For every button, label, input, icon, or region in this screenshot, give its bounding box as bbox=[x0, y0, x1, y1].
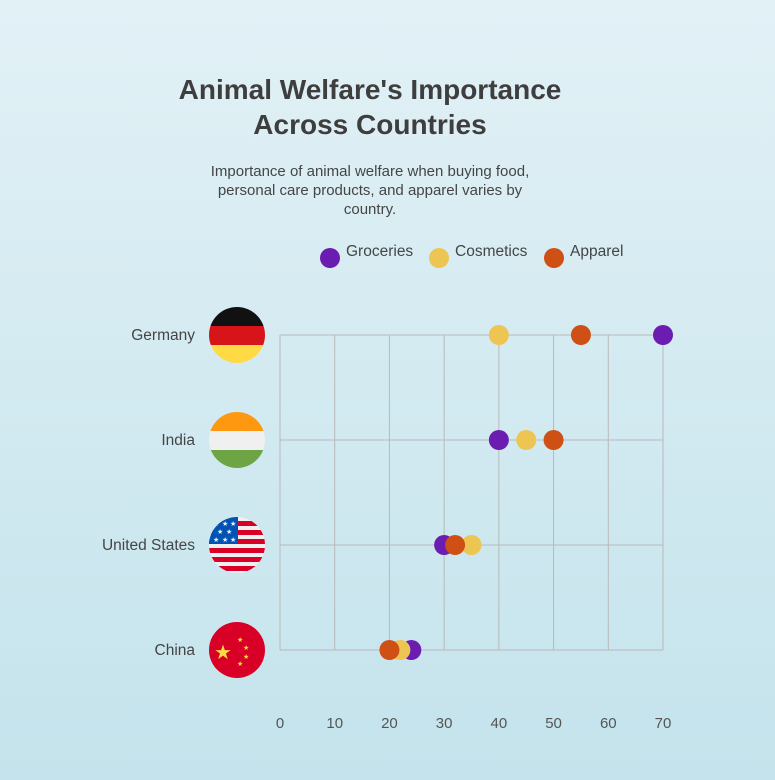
svg-text:★: ★ bbox=[213, 536, 219, 544]
svg-text:★: ★ bbox=[217, 528, 223, 536]
country-label-germany: Germany bbox=[131, 327, 195, 344]
legend-item-apparel[interactable]: Apparel bbox=[544, 242, 623, 268]
x-tick-label-50: 50 bbox=[545, 715, 562, 732]
grid bbox=[279, 334, 664, 651]
country-label-united-states: United States bbox=[102, 537, 195, 554]
svg-text:★: ★ bbox=[226, 528, 232, 536]
x-tick-label-0: 0 bbox=[276, 715, 284, 732]
x-tick-label-40: 40 bbox=[491, 715, 508, 732]
data-point-cosmetics-germany[interactable] bbox=[488, 325, 509, 345]
country-label-china: China bbox=[155, 642, 196, 659]
svg-text:★: ★ bbox=[214, 640, 232, 664]
united-states-flag: ★ ★ ★ ★ ★ ★ ★ ★ bbox=[209, 517, 265, 573]
chart-title-line-2: Across Countries bbox=[253, 109, 487, 140]
data-point-apparel-india[interactable] bbox=[543, 430, 564, 450]
legend-label-groceries: Groceries bbox=[346, 243, 414, 260]
data-point-groceries-india[interactable] bbox=[488, 430, 509, 450]
svg-text:★: ★ bbox=[230, 520, 236, 528]
legend-label-cosmetics: Cosmetics bbox=[455, 243, 528, 260]
legend-label-apparel: Apparel bbox=[570, 243, 624, 260]
data-point-groceries-germany[interactable] bbox=[653, 325, 673, 345]
x-tick-label-60: 60 bbox=[600, 715, 617, 732]
legend-item-groceries[interactable]: Groceries bbox=[320, 242, 413, 268]
svg-text:★: ★ bbox=[222, 536, 228, 544]
svg-text:★: ★ bbox=[213, 520, 219, 528]
legend-swatch-groceries bbox=[320, 248, 340, 268]
data-point-cosmetics-united-states[interactable] bbox=[461, 535, 482, 555]
legend-swatch-cosmetics bbox=[429, 248, 449, 268]
germany-flag bbox=[209, 307, 265, 363]
x-tick-label-10: 10 bbox=[326, 715, 343, 732]
svg-text:★: ★ bbox=[237, 636, 243, 644]
china-flag: ★ ★ ★ ★ ★ bbox=[209, 622, 265, 678]
chart-title-line-1: Animal Welfare's Importance bbox=[178, 74, 562, 105]
data-point-cosmetics-india[interactable] bbox=[516, 430, 537, 450]
svg-text:★: ★ bbox=[243, 644, 249, 652]
legend: Groceries Cosmetics Apparel bbox=[0, 242, 775, 272]
svg-text:★: ★ bbox=[243, 653, 249, 661]
legend-swatch-apparel bbox=[544, 248, 564, 268]
data-points bbox=[379, 325, 673, 660]
chart-subtitle: Importance of animal welfare when buying… bbox=[210, 163, 530, 218]
chart-title: Animal Welfare's Importance Across Count… bbox=[0, 72, 740, 142]
x-tick-label-70: 70 bbox=[655, 715, 672, 732]
data-point-apparel-china[interactable] bbox=[379, 640, 400, 660]
svg-text:★: ★ bbox=[230, 536, 236, 544]
india-flag bbox=[209, 412, 265, 468]
x-tick-label-20: 20 bbox=[381, 715, 398, 732]
svg-text:★: ★ bbox=[237, 660, 243, 668]
country-label-india: India bbox=[161, 432, 195, 449]
legend-item-cosmetics[interactable]: Cosmetics bbox=[429, 242, 527, 268]
country-labels: Germany India United States China bbox=[102, 327, 195, 659]
data-point-apparel-united-states[interactable] bbox=[445, 535, 466, 555]
svg-text:★: ★ bbox=[222, 520, 228, 528]
data-point-apparel-germany[interactable] bbox=[570, 325, 591, 345]
x-tick-label-30: 30 bbox=[436, 715, 453, 732]
x-axis-ticks: 0 10 20 30 40 50 60 70 bbox=[276, 715, 672, 732]
